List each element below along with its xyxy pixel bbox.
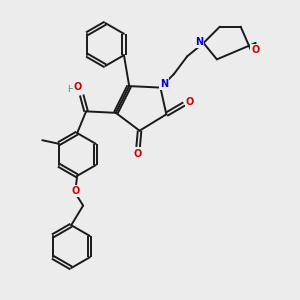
Text: N: N [195, 38, 203, 47]
Text: O: O [72, 186, 80, 196]
Text: N: N [160, 79, 168, 89]
Text: O: O [186, 98, 194, 107]
Text: O: O [74, 82, 82, 92]
Text: H: H [67, 85, 74, 94]
Text: O: O [251, 45, 260, 56]
Text: O: O [134, 148, 142, 159]
